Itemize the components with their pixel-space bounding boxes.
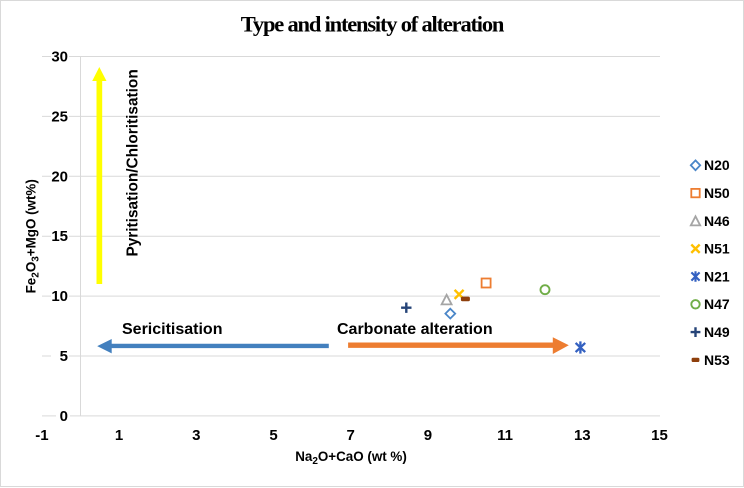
svg-text:20: 20	[51, 168, 68, 185]
svg-text:0: 0	[60, 408, 68, 425]
svg-text:N21: N21	[704, 268, 730, 284]
svg-text:11: 11	[497, 427, 513, 444]
svg-text:Type and intensity of alterati: Type and intensity of alteration	[241, 12, 505, 37]
svg-text:1: 1	[115, 427, 123, 444]
svg-text:5: 5	[60, 348, 68, 365]
svg-text:N46: N46	[704, 213, 730, 229]
svg-text:N20: N20	[704, 157, 730, 173]
svg-text:3: 3	[192, 427, 200, 444]
svg-text:Pyritisation/Chloritisation: Pyritisation/Chloritisation	[124, 69, 141, 256]
svg-text:N51: N51	[704, 241, 730, 257]
svg-text:7: 7	[347, 427, 355, 444]
svg-text:N50: N50	[704, 185, 730, 201]
svg-text:N53: N53	[704, 352, 730, 368]
svg-text:-1: -1	[35, 427, 48, 444]
svg-text:30: 30	[51, 49, 68, 66]
svg-text:15: 15	[651, 427, 668, 444]
svg-text:Sericitisation: Sericitisation	[122, 321, 222, 338]
svg-text:Na2O+CaO (wt %): Na2O+CaO (wt %)	[295, 449, 407, 467]
svg-text:N49: N49	[704, 324, 730, 340]
svg-text:N47: N47	[704, 296, 730, 312]
svg-text:5: 5	[269, 427, 277, 444]
svg-text:13: 13	[574, 427, 591, 444]
svg-text:10: 10	[51, 288, 68, 305]
svg-text:Carbonate alteration: Carbonate alteration	[337, 321, 493, 338]
svg-text:9: 9	[424, 427, 432, 444]
svg-text:Fe2O3+MgO (wt%): Fe2O3+MgO (wt%)	[23, 179, 41, 293]
svg-text:15: 15	[51, 228, 68, 245]
svg-text:25: 25	[51, 108, 68, 125]
